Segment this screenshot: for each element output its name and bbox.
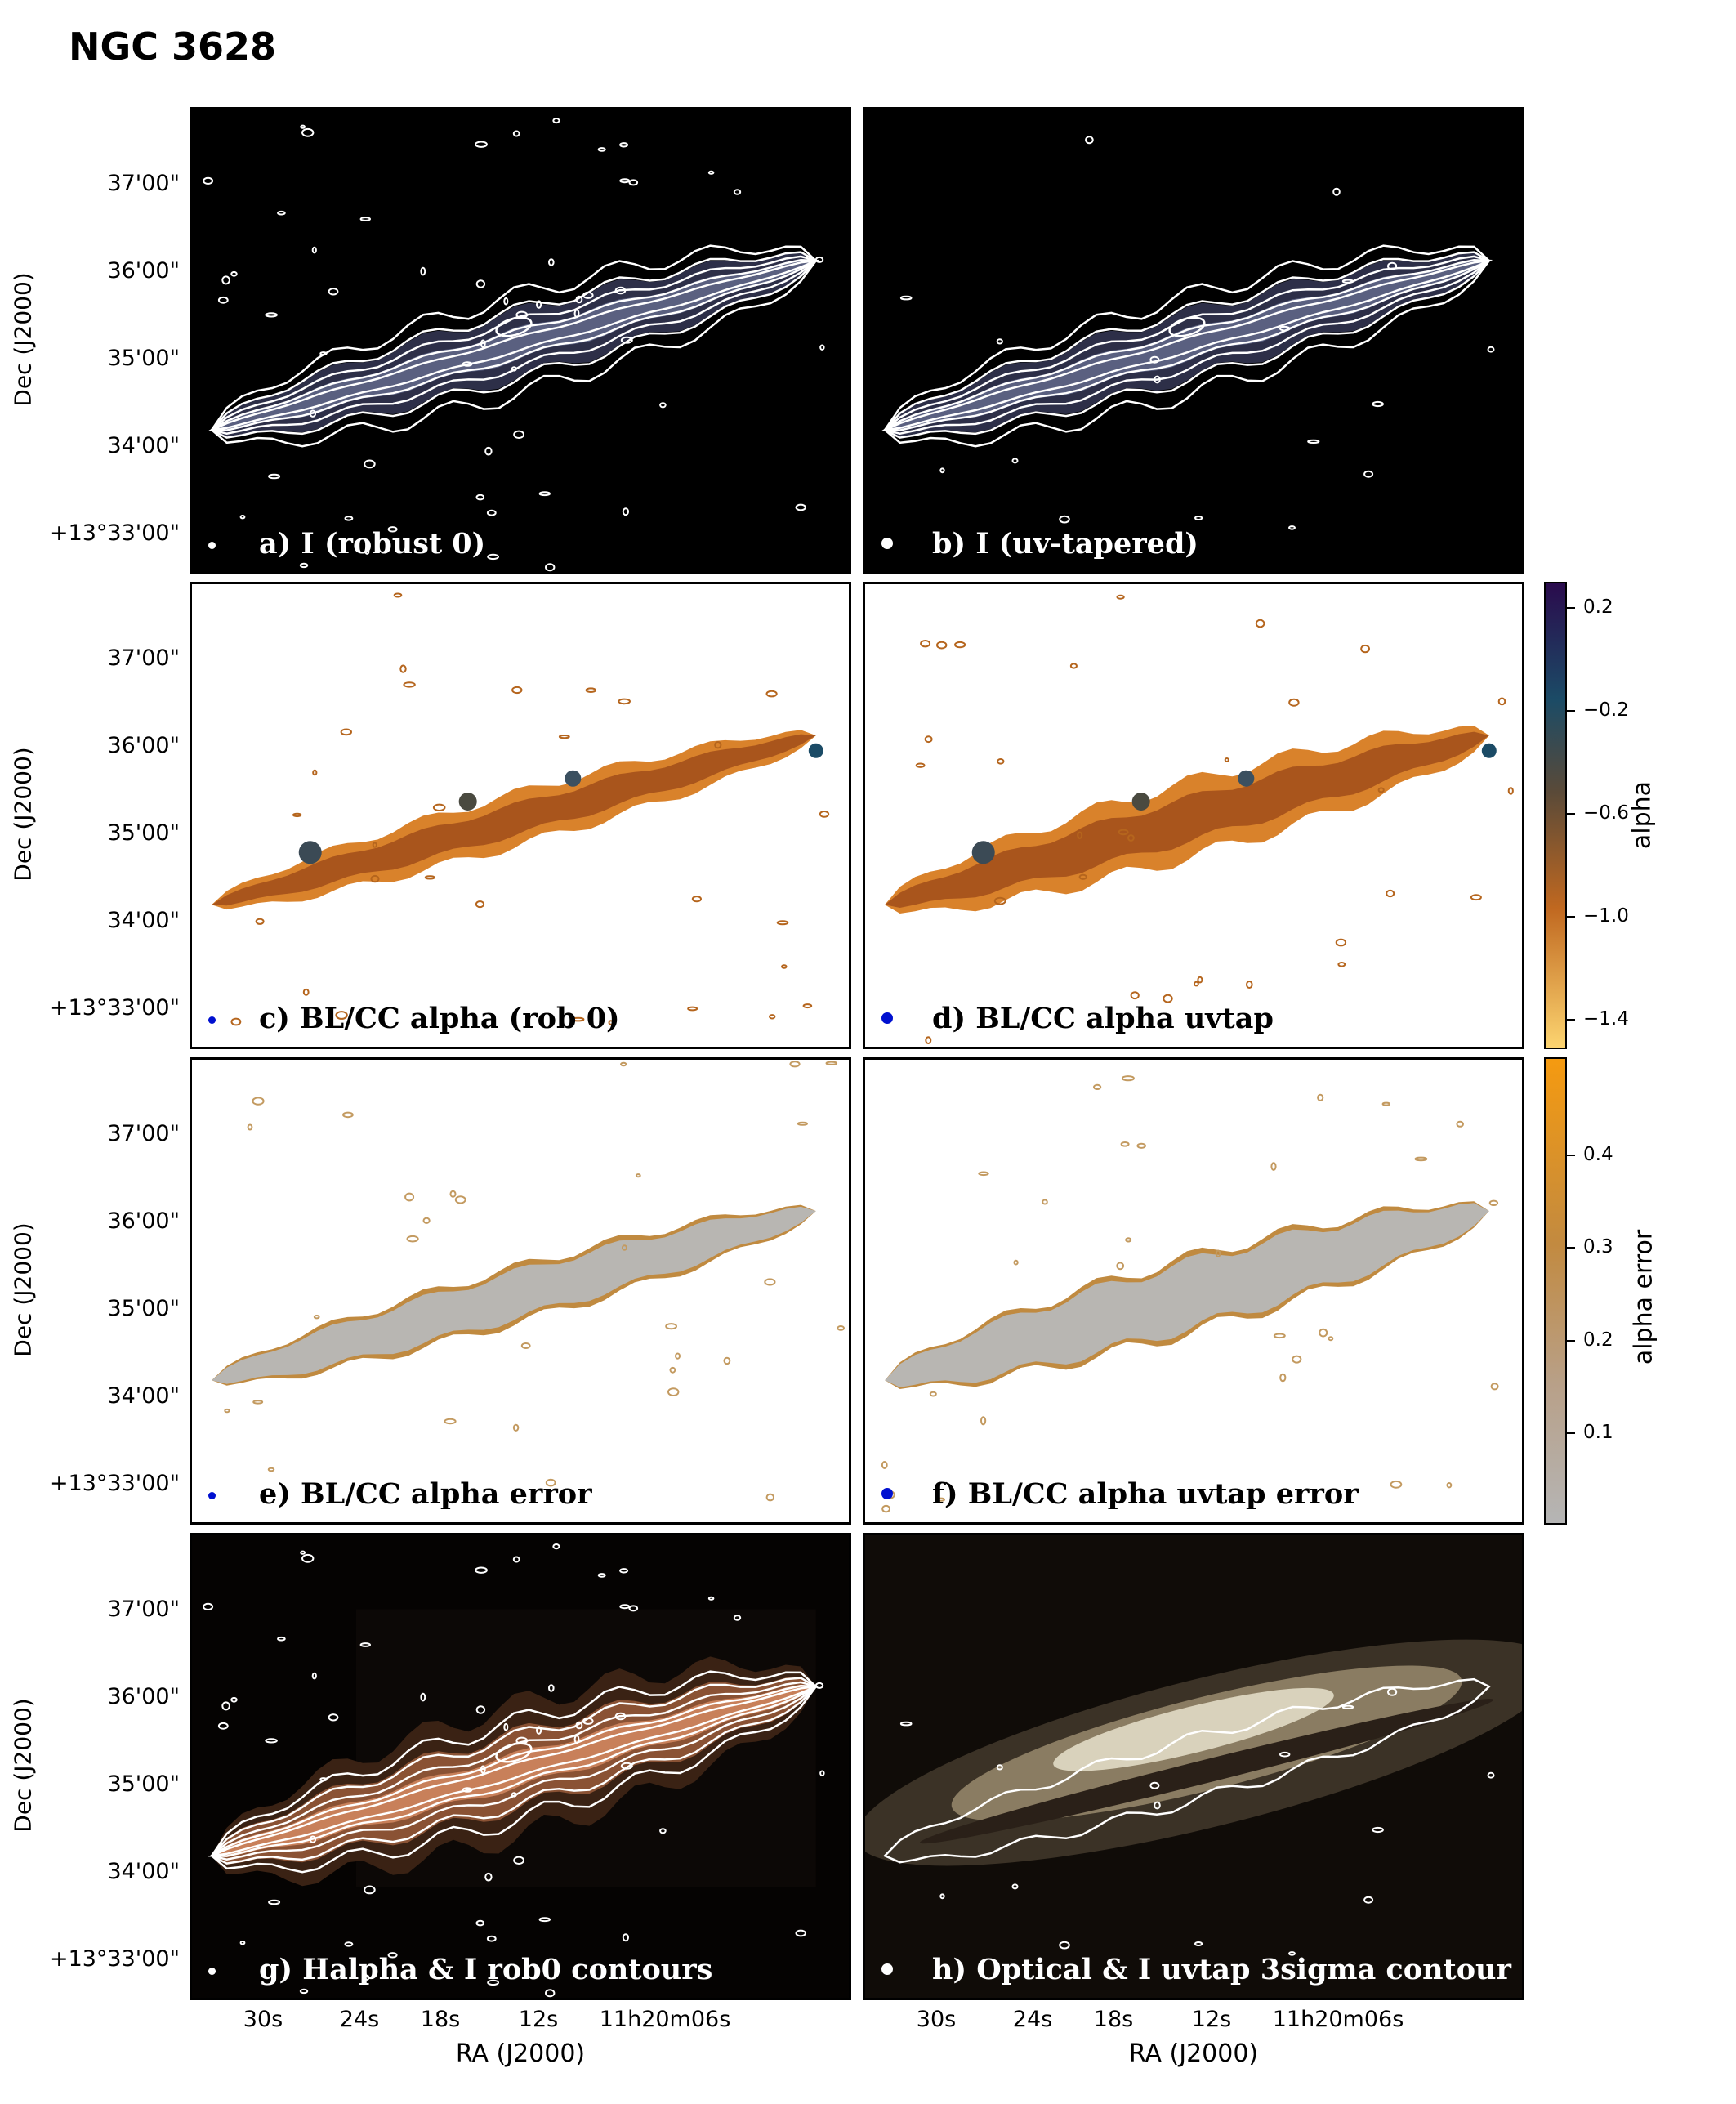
x-tick-label: 11h20m06s [1272, 2007, 1404, 2032]
panel-label: g) Halpha & I rob0 contours [259, 1953, 713, 1986]
x-tick-label: 30s [243, 2007, 283, 2032]
panel-label: a) I (robust 0) [259, 527, 486, 561]
y-tick-label: 35'00" [107, 1771, 180, 1797]
panel-b: b) I (uv-tapered) [863, 107, 1524, 574]
panel-c: c) BL/CC alpha (rob 0) [190, 582, 851, 1049]
alpha-colorbar-label: alpha [1627, 780, 1657, 850]
y-tick-label: 34'00" [107, 1383, 180, 1409]
alpha-colorbar-tick: 0.2 [1567, 596, 1613, 618]
y-tick-label: 36'00" [107, 733, 180, 758]
x-tick-label: 30s [916, 2007, 957, 2032]
alpha-error-colorbar-tick: 0.4 [1567, 1144, 1613, 1165]
alpha-colorbar-tick: −1.4 [1567, 1008, 1629, 1030]
beam-marker [208, 542, 216, 549]
panel-f: f) BL/CC alpha uvtap error [863, 1057, 1524, 1525]
spectral-index-uvtap-image [865, 584, 1522, 1047]
y-axis-label: Dec (J2000) [9, 1222, 37, 1357]
panel-g: g) Halpha & I rob0 contours [190, 1533, 851, 2000]
y-axis-label: Dec (J2000) [9, 1698, 37, 1833]
y-tick-label: 35'00" [107, 1296, 180, 1321]
beam-marker [881, 1963, 893, 1975]
y-tick-label: 34'00" [107, 908, 180, 933]
panel-d: d) BL/CC alpha uvtap [863, 582, 1524, 1049]
x-tick-label: 18s [1093, 2007, 1134, 2032]
x-axis-label: RA (J2000) [455, 2039, 586, 2068]
y-tick-label: +13°33'00" [49, 520, 180, 546]
y-tick-label: 34'00" [107, 1859, 180, 1884]
panel-label: b) I (uv-tapered) [932, 527, 1198, 561]
y-tick-label: 36'00" [107, 1684, 180, 1709]
alpha-error-colorbar-tick: 0.2 [1567, 1329, 1613, 1351]
spectral-index-error-image [192, 1060, 849, 1522]
y-tick-label: +13°33'00" [49, 1471, 180, 1496]
alpha-error-colorbar-tick: 0.1 [1567, 1422, 1613, 1443]
beam-marker [881, 1012, 893, 1024]
y-axis-label: Dec (J2000) [9, 272, 37, 407]
y-tick-label: +13°33'00" [49, 995, 180, 1021]
y-tick-label: 34'00" [107, 433, 180, 458]
y-axis-label: Dec (J2000) [9, 747, 37, 882]
alpha-colorbar-tick: −0.6 [1567, 802, 1629, 824]
x-tick-label: 12s [1191, 2007, 1232, 2032]
y-tick-label: +13°33'00" [49, 1946, 180, 1972]
halpha-with-contours-image [192, 1535, 849, 1998]
beam-marker [881, 1488, 893, 1499]
x-tick-label: 24s [1012, 2007, 1053, 2032]
x-tick-label: 11h20m06s [599, 2007, 731, 2032]
panel-h: h) Optical & I uvtap 3sigma contour [863, 1533, 1524, 2000]
panel-label: f) BL/CC alpha uvtap error [932, 1477, 1359, 1511]
panel-label: h) Optical & I uvtap 3sigma contour [932, 1953, 1511, 1986]
y-tick-label: 35'00" [107, 820, 180, 846]
radio-continuum-robust0-image [192, 109, 849, 572]
x-axis-label: RA (J2000) [1128, 2039, 1259, 2068]
x-tick-label: 12s [518, 2007, 559, 2032]
y-tick-label: 37'00" [107, 645, 180, 671]
alpha-error-colorbar-tick: 0.3 [1567, 1236, 1613, 1257]
alpha-colorbar-tick: −1.0 [1567, 905, 1629, 927]
radio-continuum-uvtapered-image [865, 109, 1522, 572]
panel-label: c) BL/CC alpha (rob 0) [259, 1002, 620, 1035]
panel-a: a) I (robust 0) [190, 107, 851, 574]
y-tick-label: 37'00" [107, 1597, 180, 1622]
alpha-colorbar [1544, 582, 1567, 1049]
y-tick-label: 37'00" [107, 1121, 180, 1146]
spectral-index-uvtap-error-image [865, 1060, 1522, 1522]
panel-label: e) BL/CC alpha error [259, 1477, 592, 1511]
alpha-error-colorbar-label: alpha error [1629, 1229, 1658, 1365]
y-tick-label: 37'00" [107, 171, 180, 196]
panel-e: e) BL/CC alpha error [190, 1057, 851, 1525]
x-tick-label: 24s [339, 2007, 380, 2032]
panel-label: d) BL/CC alpha uvtap [932, 1002, 1274, 1035]
x-tick-label: 18s [420, 2007, 461, 2032]
alpha-colorbar-tick: −0.2 [1567, 699, 1629, 721]
y-tick-label: 36'00" [107, 1208, 180, 1234]
alpha-error-colorbar [1544, 1057, 1567, 1525]
y-tick-label: 35'00" [107, 346, 180, 371]
beam-marker [208, 1968, 216, 1975]
y-tick-label: 36'00" [107, 258, 180, 284]
spectral-index-robust0-image [192, 584, 849, 1047]
beam-marker [881, 538, 893, 549]
beam-marker [208, 1492, 216, 1499]
beam-marker [208, 1016, 216, 1024]
figure-title: NGC 3628 [69, 25, 277, 69]
optical-with-contour-image [865, 1535, 1522, 1998]
